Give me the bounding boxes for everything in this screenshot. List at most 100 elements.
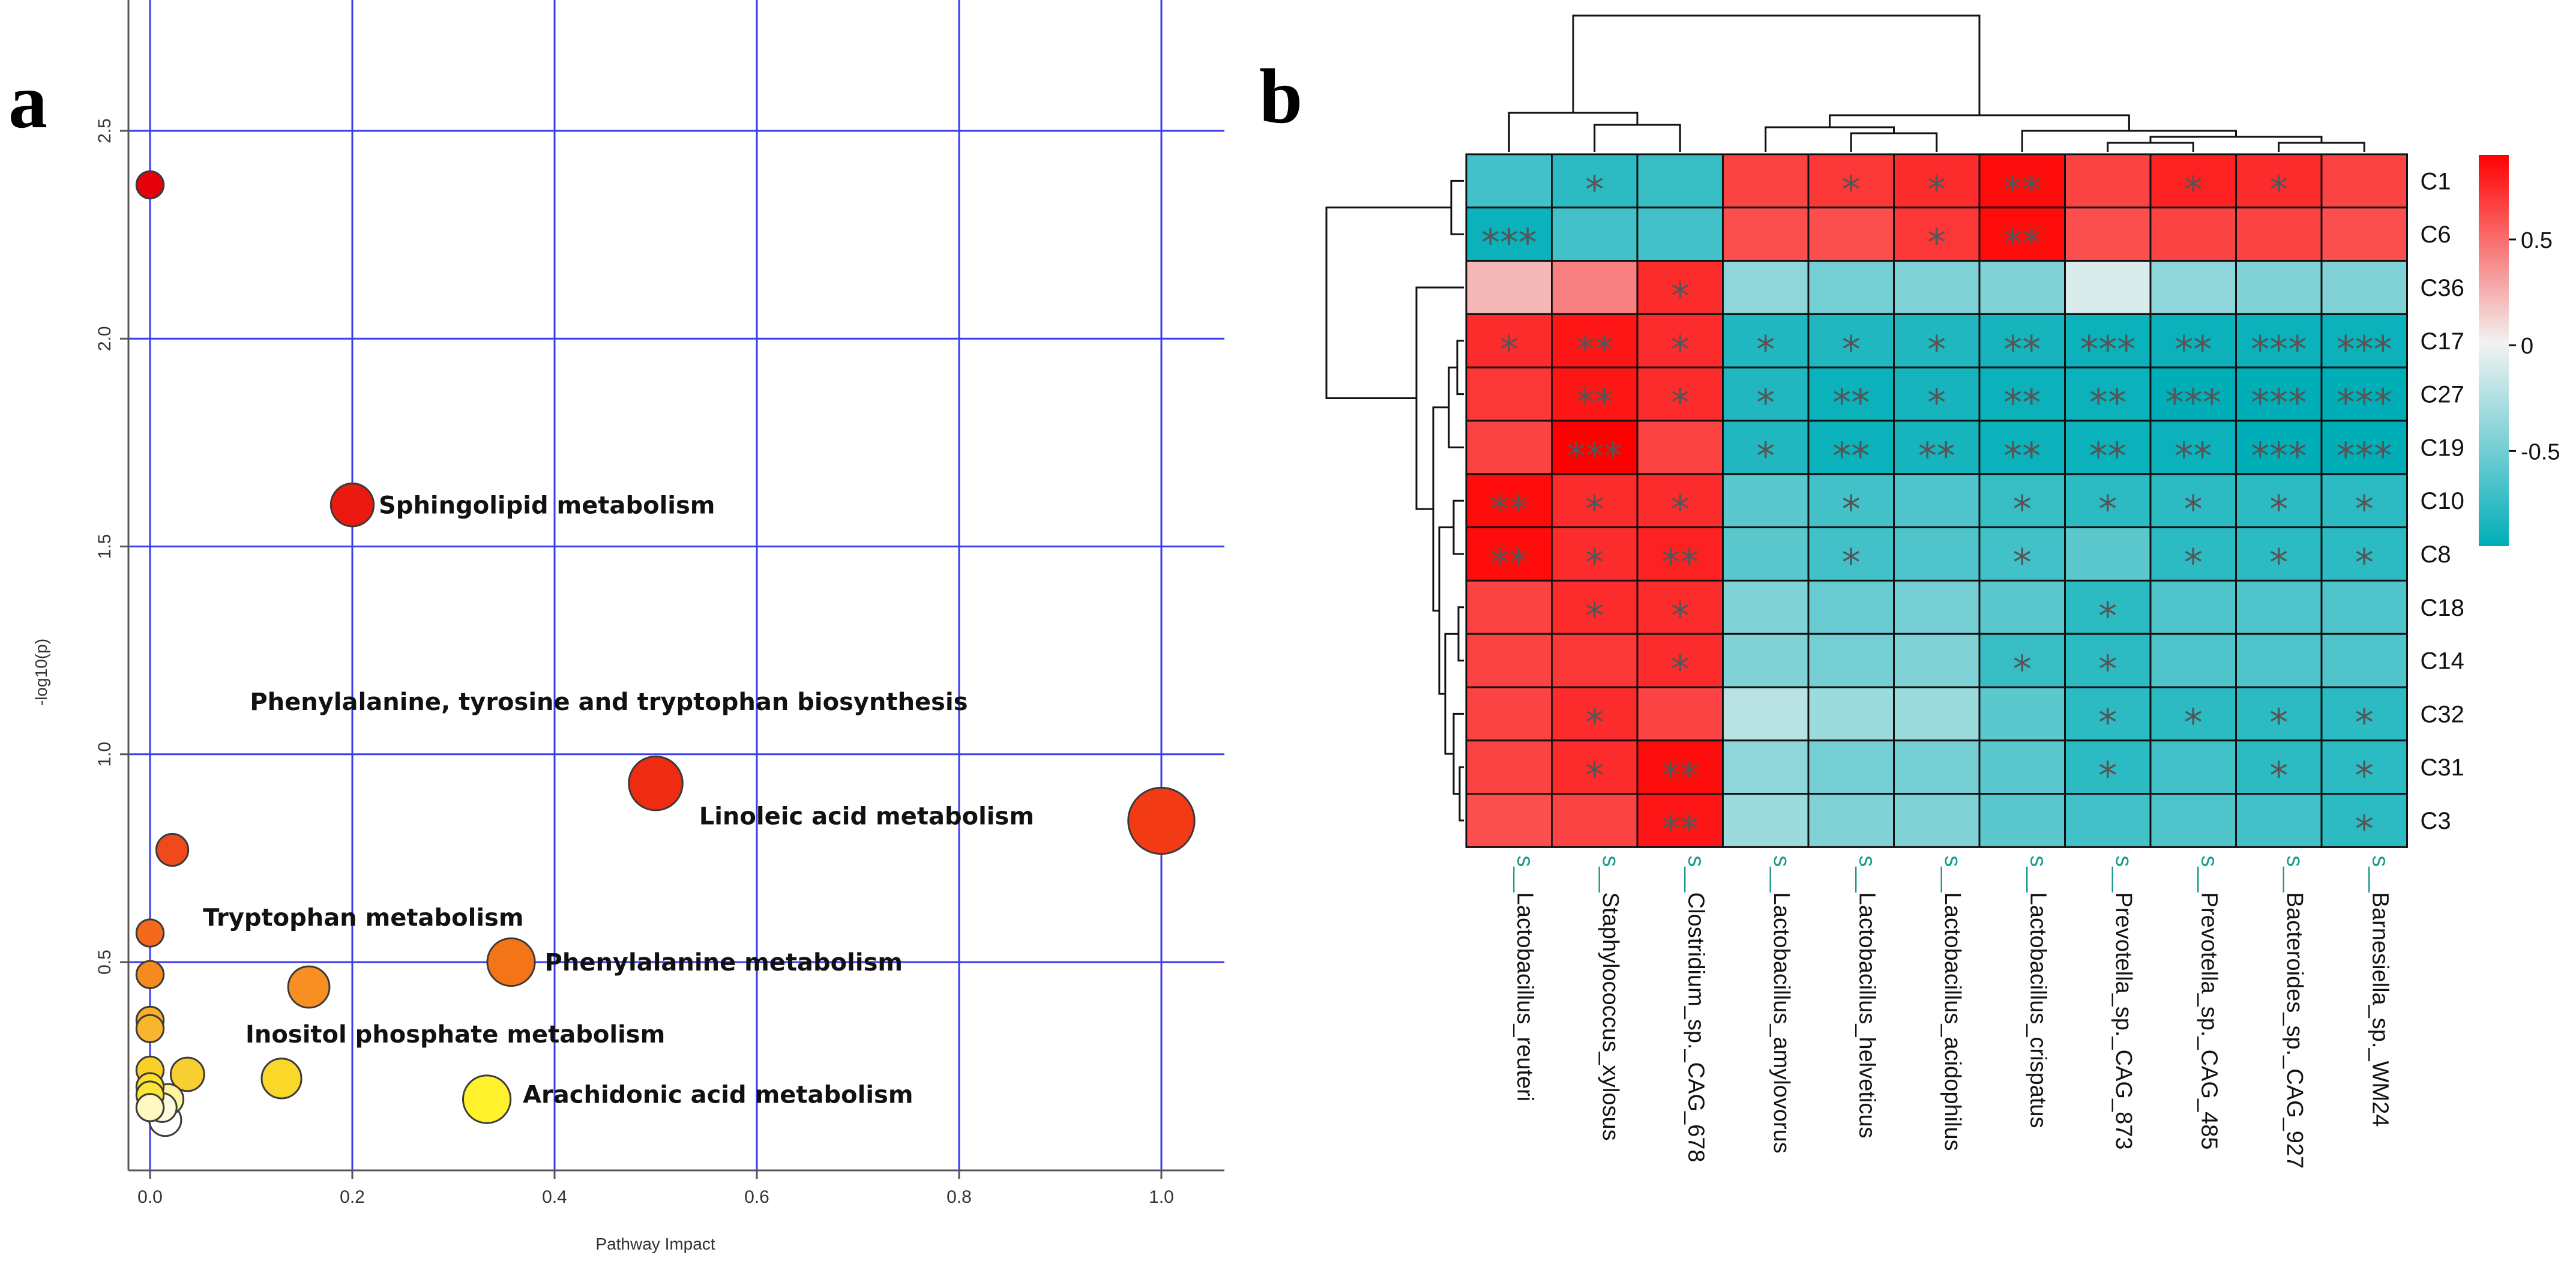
heatmap-cell bbox=[2064, 633, 2152, 688]
column-label-name: Prevotella_sp._CAG_485 bbox=[2196, 892, 2221, 1150]
color-legend-tick-label: 0 bbox=[2521, 334, 2533, 359]
heatmap-cell bbox=[1465, 739, 1553, 795]
data-point bbox=[135, 1014, 165, 1044]
heatmap-cell bbox=[1465, 633, 1553, 688]
significance-mark: * bbox=[2098, 754, 2117, 798]
dendrogram-branch bbox=[1456, 340, 1464, 396]
dendrogram-branch bbox=[1850, 132, 1938, 152]
row-label: C36 bbox=[2421, 275, 2464, 301]
data-point bbox=[135, 1093, 165, 1122]
heatmap-cell bbox=[2149, 420, 2237, 475]
dendrogram-branch bbox=[2278, 142, 2365, 152]
heatmap-cell bbox=[2320, 633, 2408, 688]
significance-mark: * bbox=[2355, 807, 2374, 851]
significance-mark: *** bbox=[2337, 328, 2392, 372]
data-point bbox=[628, 755, 684, 811]
dendrogram-branch bbox=[1593, 124, 1681, 152]
significance-mark: ** bbox=[1661, 807, 1699, 851]
heatmap-cell bbox=[1722, 526, 1810, 582]
row-label: C18 bbox=[2421, 595, 2464, 621]
significance-mark: * bbox=[2355, 754, 2374, 798]
heatmap-cell bbox=[2320, 153, 2408, 209]
column-label-name: Lactobacillus_reuteri bbox=[1512, 892, 1537, 1102]
color-legend-tick-label: 0.5 bbox=[2521, 228, 2553, 253]
heatmap-cell bbox=[1636, 206, 1724, 262]
column-label-name: Bacteroides_sp._CAG_927 bbox=[2282, 892, 2307, 1169]
color-legend-tick-label: -0.5 bbox=[2521, 439, 2560, 465]
heatmap-cell bbox=[1978, 526, 2066, 582]
significance-mark: ** bbox=[2003, 434, 2041, 478]
point-label: Tryptophan metabolism bbox=[203, 904, 523, 932]
column-label-name: Clostridium_sp._CAG_678 bbox=[1683, 892, 1708, 1163]
heatmap-cell bbox=[1807, 206, 1895, 262]
pathway-scatter-chart: 0.0 0.2 0.4 0.6 0.8 1.0 0.5 1.0 1.5 2.0 2.5 Linole… bbox=[32, 0, 1224, 1253]
heatmap-cell bbox=[1722, 473, 1810, 529]
row-label: C14 bbox=[2421, 648, 2464, 675]
heatmap-cell bbox=[2235, 526, 2323, 582]
column-label: s__Prevotella_sp._CAG_873 bbox=[2111, 855, 2136, 1149]
column-label-name: Lactobacillus_acidophilus bbox=[1940, 892, 1965, 1151]
row-label: C3 bbox=[2421, 808, 2451, 834]
column-label-name: Staphylococcus_xylosus bbox=[1598, 892, 1623, 1141]
y-tick-label: 0.5 bbox=[95, 950, 115, 975]
significance-mark: * bbox=[1927, 221, 1946, 265]
heatmap-cell bbox=[1722, 153, 1810, 209]
heatmap-cell bbox=[1465, 260, 1553, 315]
row-dendrogram bbox=[1325, 179, 1464, 822]
heatmap-cell bbox=[2064, 793, 2152, 848]
column-label: s__Lactobacillus_acidophilus bbox=[1940, 855, 1965, 1151]
heatmap-cell bbox=[2149, 206, 2237, 262]
column-label-name: Lactobacillus_helveticus bbox=[1854, 892, 1879, 1139]
significance-mark: ** bbox=[2089, 434, 2126, 478]
point-labels: Linoleic acid metabolism Phenylalanine, t… bbox=[203, 492, 1034, 1109]
y-tick-label: 2.0 bbox=[95, 326, 115, 351]
significance-mark: * bbox=[1842, 167, 1861, 211]
heatmap-cell bbox=[2320, 793, 2408, 848]
color-legend: 0.5 0 -0.5 bbox=[2479, 155, 2560, 546]
heatmap-cell bbox=[1893, 633, 1981, 688]
heatmap-cell bbox=[1722, 793, 1810, 848]
significance-mark: * bbox=[1842, 328, 1861, 372]
heatmap-cell bbox=[1722, 420, 1810, 475]
heatmap-cell bbox=[1636, 686, 1724, 742]
column-label: s__Lactobacillus_reuteri bbox=[1512, 855, 1537, 1101]
significance-mark: *** bbox=[2080, 328, 2135, 372]
column-labels: s__Lactobacillus_reuteri s__ Staphylococcu… bbox=[1512, 855, 2392, 1169]
heatmap-cell bbox=[2064, 526, 2152, 582]
significance-mark: *** bbox=[2337, 381, 2392, 425]
heatmap-cell bbox=[1551, 260, 1639, 315]
x-tick-label: 1.0 bbox=[1149, 1187, 1174, 1207]
significance-mark: * bbox=[2098, 594, 2117, 638]
heatmap-cell bbox=[2320, 260, 2408, 315]
significance-mark: ** bbox=[1661, 541, 1699, 585]
column-label-prefix: s__ bbox=[2196, 855, 2221, 892]
significance-mark: * bbox=[2098, 700, 2117, 744]
heatmap-cell bbox=[1465, 206, 1553, 262]
significance-mark: *** bbox=[2251, 434, 2307, 478]
heatmap-cell bbox=[1551, 206, 1639, 262]
heatmap-cell bbox=[2149, 686, 2237, 742]
significance-mark: ** bbox=[1490, 541, 1527, 585]
significance-mark: * bbox=[1585, 167, 1604, 211]
heatmap-cell bbox=[1807, 793, 1895, 848]
row-label: C17 bbox=[2421, 328, 2464, 355]
heatmap-cell bbox=[1978, 206, 2066, 262]
heatmap-cell bbox=[1636, 313, 1724, 369]
significance-mark: *** bbox=[1481, 221, 1537, 265]
heatmap-cell bbox=[1636, 793, 1724, 848]
significance-mark: * bbox=[2013, 648, 2032, 691]
heatmap-cell bbox=[1551, 526, 1639, 582]
heatmap-cell bbox=[1465, 366, 1553, 422]
significance-mark: * bbox=[1671, 648, 1690, 691]
heatmap-cell bbox=[2149, 739, 2237, 795]
heatmap-cell bbox=[1551, 686, 1639, 742]
significance-mark: * bbox=[2184, 487, 2203, 531]
heatmap-cell bbox=[1807, 633, 1895, 688]
heatmap-cell bbox=[2320, 366, 2408, 422]
color-legend-ticks: 0.5 0 -0.5 bbox=[2509, 228, 2560, 465]
heatmap-cell bbox=[1807, 579, 1895, 635]
column-label-name: Prevotella_sp._CAG_873 bbox=[2111, 892, 2136, 1150]
significance-mark: * bbox=[1756, 434, 1775, 478]
significance-mark: * bbox=[1927, 381, 1946, 425]
